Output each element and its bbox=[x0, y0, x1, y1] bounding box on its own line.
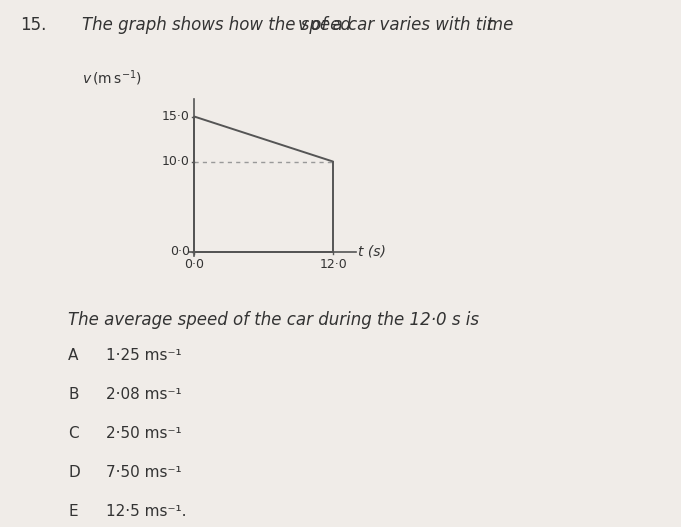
Text: The average speed of the car during the 12·0 s is: The average speed of the car during the … bbox=[68, 311, 479, 329]
Text: 7·50 ms⁻¹: 7·50 ms⁻¹ bbox=[106, 465, 181, 480]
Text: 12·0: 12·0 bbox=[319, 258, 347, 271]
Text: of a car varies with time: of a car varies with time bbox=[306, 16, 519, 34]
Text: E: E bbox=[68, 504, 78, 519]
Text: 2·50 ms⁻¹: 2·50 ms⁻¹ bbox=[106, 426, 181, 441]
Text: 0·0: 0·0 bbox=[170, 245, 190, 258]
Text: A: A bbox=[68, 348, 78, 363]
Text: 2·08 ms⁻¹: 2·08 ms⁻¹ bbox=[106, 387, 181, 402]
Text: 1·25 ms⁻¹: 1·25 ms⁻¹ bbox=[106, 348, 181, 363]
Text: C: C bbox=[68, 426, 79, 441]
Text: The graph shows how the speed: The graph shows how the speed bbox=[82, 16, 356, 34]
Text: B: B bbox=[68, 387, 78, 402]
Text: 15·0: 15·0 bbox=[162, 110, 190, 123]
Text: D: D bbox=[68, 465, 80, 480]
Text: t (s): t (s) bbox=[358, 245, 386, 259]
Text: 15.: 15. bbox=[20, 16, 47, 34]
Text: $v\,(\mathrm{m\,s^{-1}})$: $v\,(\mathrm{m\,s^{-1}})$ bbox=[82, 69, 142, 88]
Text: t: t bbox=[487, 16, 494, 34]
Text: 0·0: 0·0 bbox=[185, 258, 204, 271]
Text: v: v bbox=[298, 16, 308, 34]
Text: 12·5 ms⁻¹.: 12·5 ms⁻¹. bbox=[106, 504, 186, 519]
Text: 10·0: 10·0 bbox=[162, 155, 190, 168]
